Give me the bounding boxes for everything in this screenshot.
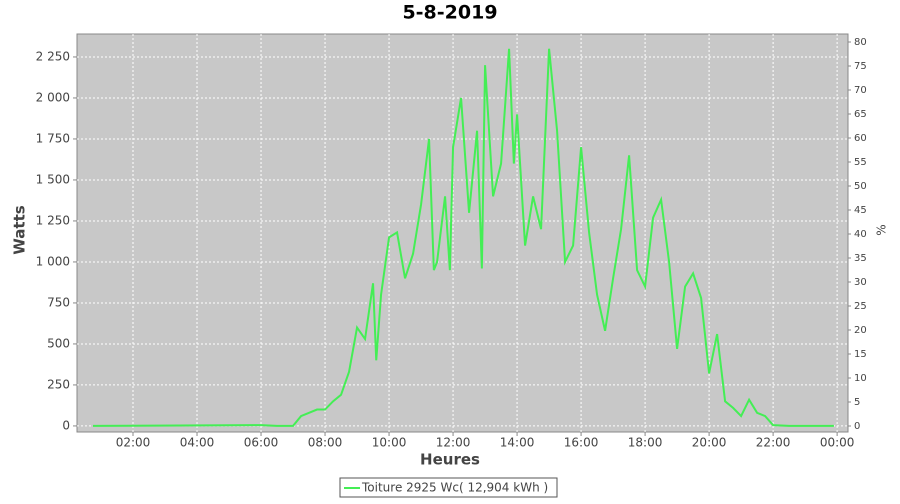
y2-tick-label: 30 (854, 277, 867, 288)
y2-tick-label: 20 (854, 325, 867, 336)
y-tick-label: 2 000 (36, 90, 70, 104)
y2-tick-label: 5 (854, 397, 860, 408)
y2-tick-label: 40 (854, 229, 867, 240)
x-tick-label: 22:00 (756, 436, 791, 450)
y-tick-label: 0 (62, 418, 70, 432)
y2-tick-label: 0 (854, 421, 860, 432)
y-tick-label: 750 (47, 295, 70, 309)
chart-title: 5-8-2019 (402, 2, 497, 24)
y2-tick-label: 50 (854, 181, 867, 192)
x-tick-label: 04:00 (180, 436, 215, 450)
x-axis-label: Heures (420, 451, 480, 469)
y-tick-label: 2 250 (36, 49, 70, 63)
y2-tick-label: 70 (854, 85, 867, 96)
x-tick-label: 08:00 (308, 436, 343, 450)
line (92, 48, 834, 427)
y2-tick-label: 60 (854, 133, 867, 144)
y2-tick-label: 75 (854, 61, 867, 72)
y2-tick-label: 80 (854, 37, 867, 48)
legend (339, 477, 558, 498)
y-tick-label: 1 750 (36, 131, 70, 145)
y2-axis-label: % (875, 224, 889, 235)
x-tick-label: 00:00 (820, 436, 855, 450)
y-tick-label: 1 250 (36, 213, 70, 227)
y2-tick-label: 35 (854, 253, 867, 264)
plot-area (76, 33, 849, 433)
y2-tick-label: 25 (854, 301, 867, 312)
y2-tick-label: 55 (854, 157, 867, 168)
y-tick-label: 250 (47, 377, 70, 391)
y2-tick-label: 65 (854, 109, 867, 120)
y-tick-label: 500 (47, 336, 70, 350)
x-tick-label: 14:00 (500, 436, 535, 450)
x-tick-label: 12:00 (436, 436, 471, 450)
x-tick-label: 06:00 (244, 436, 279, 450)
legend-label: Toiture 2925 Wc( 12,904 kWh ) (361, 481, 548, 495)
y2-tick-label: 10 (854, 373, 867, 384)
x-tick-label: 10:00 (372, 436, 407, 450)
x-tick-label: 20:00 (692, 436, 727, 450)
x-tick-label: 02:00 (116, 436, 151, 450)
y2-tick-label: 45 (854, 205, 867, 216)
y2-tick-label: 15 (854, 349, 867, 360)
y-tick-label: 1 000 (36, 254, 70, 268)
y-axis-label: Watts (11, 205, 29, 254)
x-tick-label: 16:00 (564, 436, 599, 450)
x-tick-label: 18:00 (628, 436, 663, 450)
y-tick-label: 1 500 (36, 172, 70, 186)
